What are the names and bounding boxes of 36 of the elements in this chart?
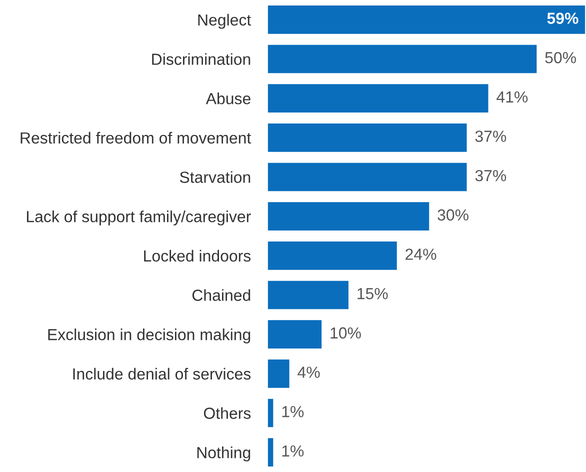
y-tick-label: Others [204, 407, 251, 419]
data-label: 15% [358, 288, 388, 300]
y-tick-label: Discrimination [152, 53, 250, 65]
bar [268, 320, 322, 348]
bar [268, 162, 467, 192]
y-tick-label: Neglect [198, 14, 252, 29]
bar [268, 202, 430, 230]
data-label: 24% [406, 248, 436, 260]
bar [268, 438, 274, 466]
y-tick-label: Nothing [197, 446, 250, 462]
data-label: 37% [475, 130, 506, 142]
data-label: 59% [547, 12, 578, 24]
data-label: 37% [475, 170, 506, 182]
y-tick-label: Restricted freedom of movement [20, 132, 252, 144]
y-tick-label: Locked indoors [144, 250, 251, 262]
data-label: 10% [330, 327, 361, 339]
data-label: 30% [438, 209, 468, 221]
y-tick-label: Starvation [180, 171, 250, 183]
bar [268, 280, 348, 310]
y-tick-label: Abuse [206, 92, 250, 104]
bar [268, 44, 537, 74]
data-label: 4% [298, 366, 320, 378]
bar [268, 398, 274, 428]
data-label: 41% [496, 91, 528, 103]
bar [268, 360, 290, 388]
bar [268, 242, 397, 270]
y-tick-label: Lack of support family/caregiver [26, 210, 251, 226]
y-tick-label: Exclusion in decision making [48, 328, 250, 344]
y-tick-label: Include denial of services [73, 368, 251, 380]
y-tick-label: Chained [192, 289, 250, 301]
bar [268, 124, 467, 152]
data-label: 1% [282, 406, 304, 418]
bar [268, 84, 488, 112]
bar [268, 6, 586, 34]
data-label: 50% [545, 52, 576, 64]
data-label: 1% [282, 445, 304, 457]
